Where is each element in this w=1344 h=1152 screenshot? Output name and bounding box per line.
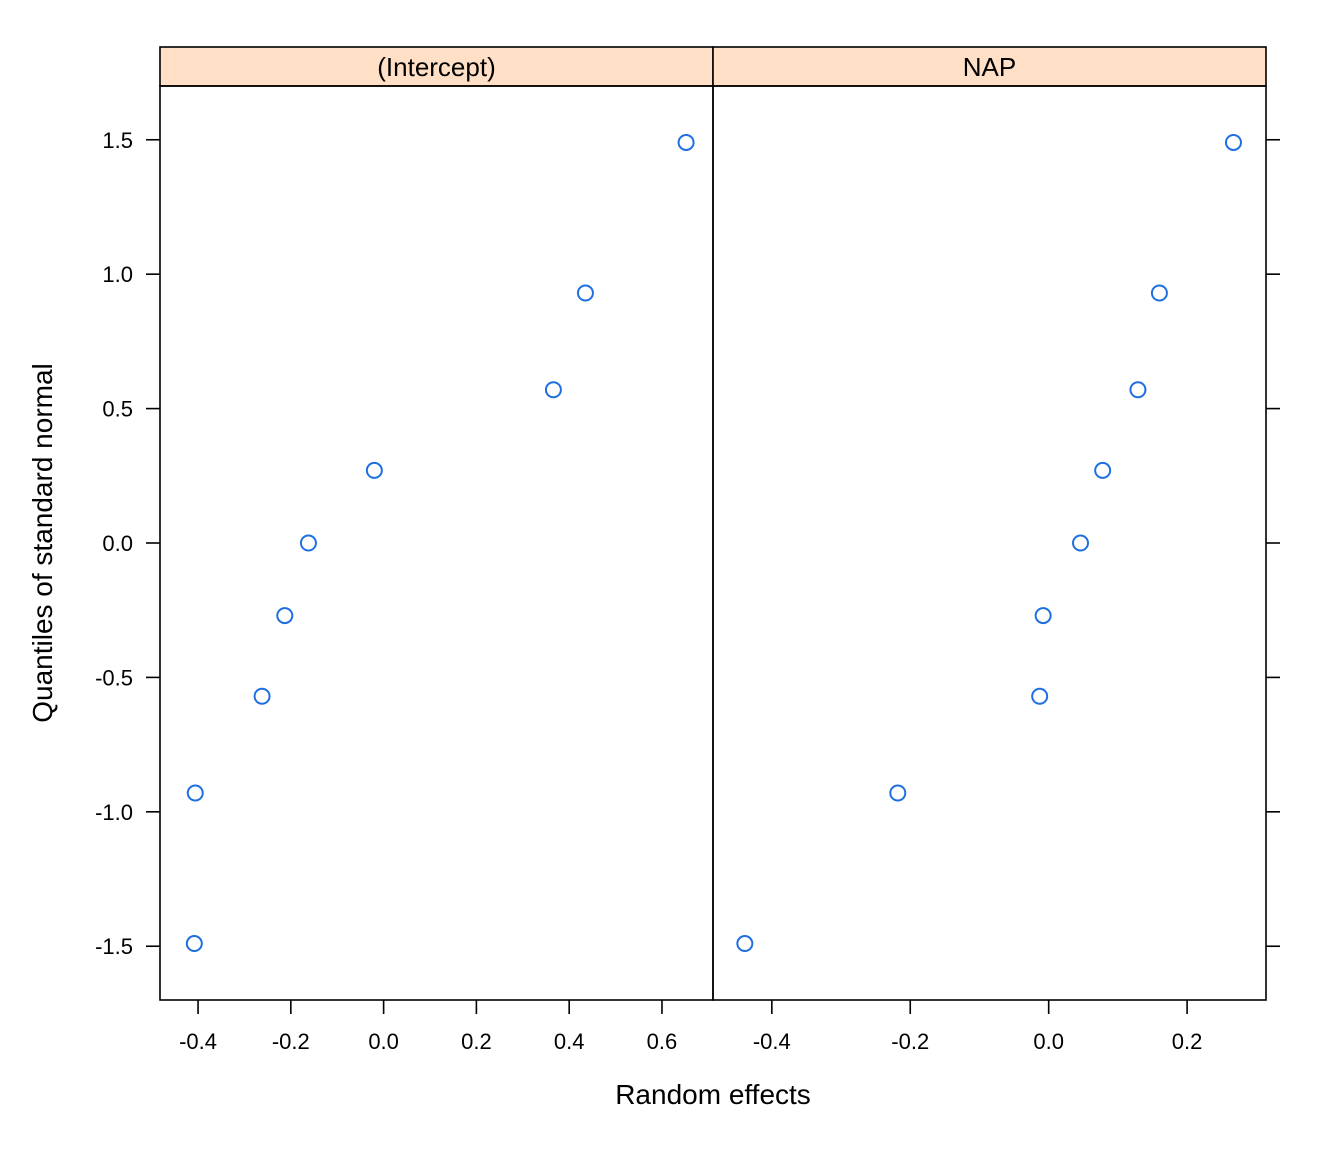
panel-frame [712,85,1267,1001]
panel-1: (Intercept) -0.4 -0.2 0.0 0.2 0.4 0.6 -1.5 -1.0 -… [95,46,714,1054]
y-tick-label: 0.0 [102,531,133,556]
panel-2: NAP -0.4 -0.2 0.0 0.2 [712,46,1280,1054]
data-point [299,534,317,552]
y-tick-label: 1.0 [102,262,133,287]
x-tick-label: -0.4 [753,1029,791,1054]
x-tick-label: -0.2 [272,1029,310,1054]
data-point [253,687,271,705]
data-point [1150,284,1168,302]
x-tick-label: 0.6 [647,1029,678,1054]
data-point [1129,381,1147,399]
y-tick-label: 1.5 [102,128,133,153]
data-point [365,461,383,479]
y-tick-label: 0.5 [102,397,133,422]
x-tick-label: -0.2 [891,1029,929,1054]
panel-frame [159,85,714,1001]
data-point [186,784,204,802]
panel-strip-label: NAP [963,52,1016,82]
data-point [1072,534,1090,552]
y-axis-title: Quantiles of standard normal [27,363,58,723]
x-tick-label: -0.4 [179,1029,217,1054]
panel-strip [159,46,714,87]
data-point [1094,461,1112,479]
data-point [1224,133,1242,151]
x-tick-label: 0.0 [1033,1029,1064,1054]
data-point [276,607,294,625]
panel-strip-label: (Intercept) [377,52,496,82]
data-point [576,284,594,302]
y-tick-label: -1.0 [95,800,133,825]
data-point [889,784,907,802]
data-point [1031,687,1049,705]
data-point [1034,607,1052,625]
x-tick-label: 0.0 [368,1029,399,1054]
data-point [736,935,754,953]
panels-layer: (Intercept) -0.4 -0.2 0.0 0.2 0.4 0.6 -1.5 -1.0 -… [95,46,1280,1054]
data-point [544,381,562,399]
x-tick-label: 0.2 [461,1029,492,1054]
y-tick-label: -0.5 [95,665,133,690]
data-point [185,935,203,953]
x-tick-label: 0.4 [554,1029,585,1054]
y-tick-label: -1.5 [95,934,133,959]
data-point [677,133,695,151]
x-tick-label: 0.2 [1172,1029,1203,1054]
x-axis-title: Random effects [615,1079,811,1110]
